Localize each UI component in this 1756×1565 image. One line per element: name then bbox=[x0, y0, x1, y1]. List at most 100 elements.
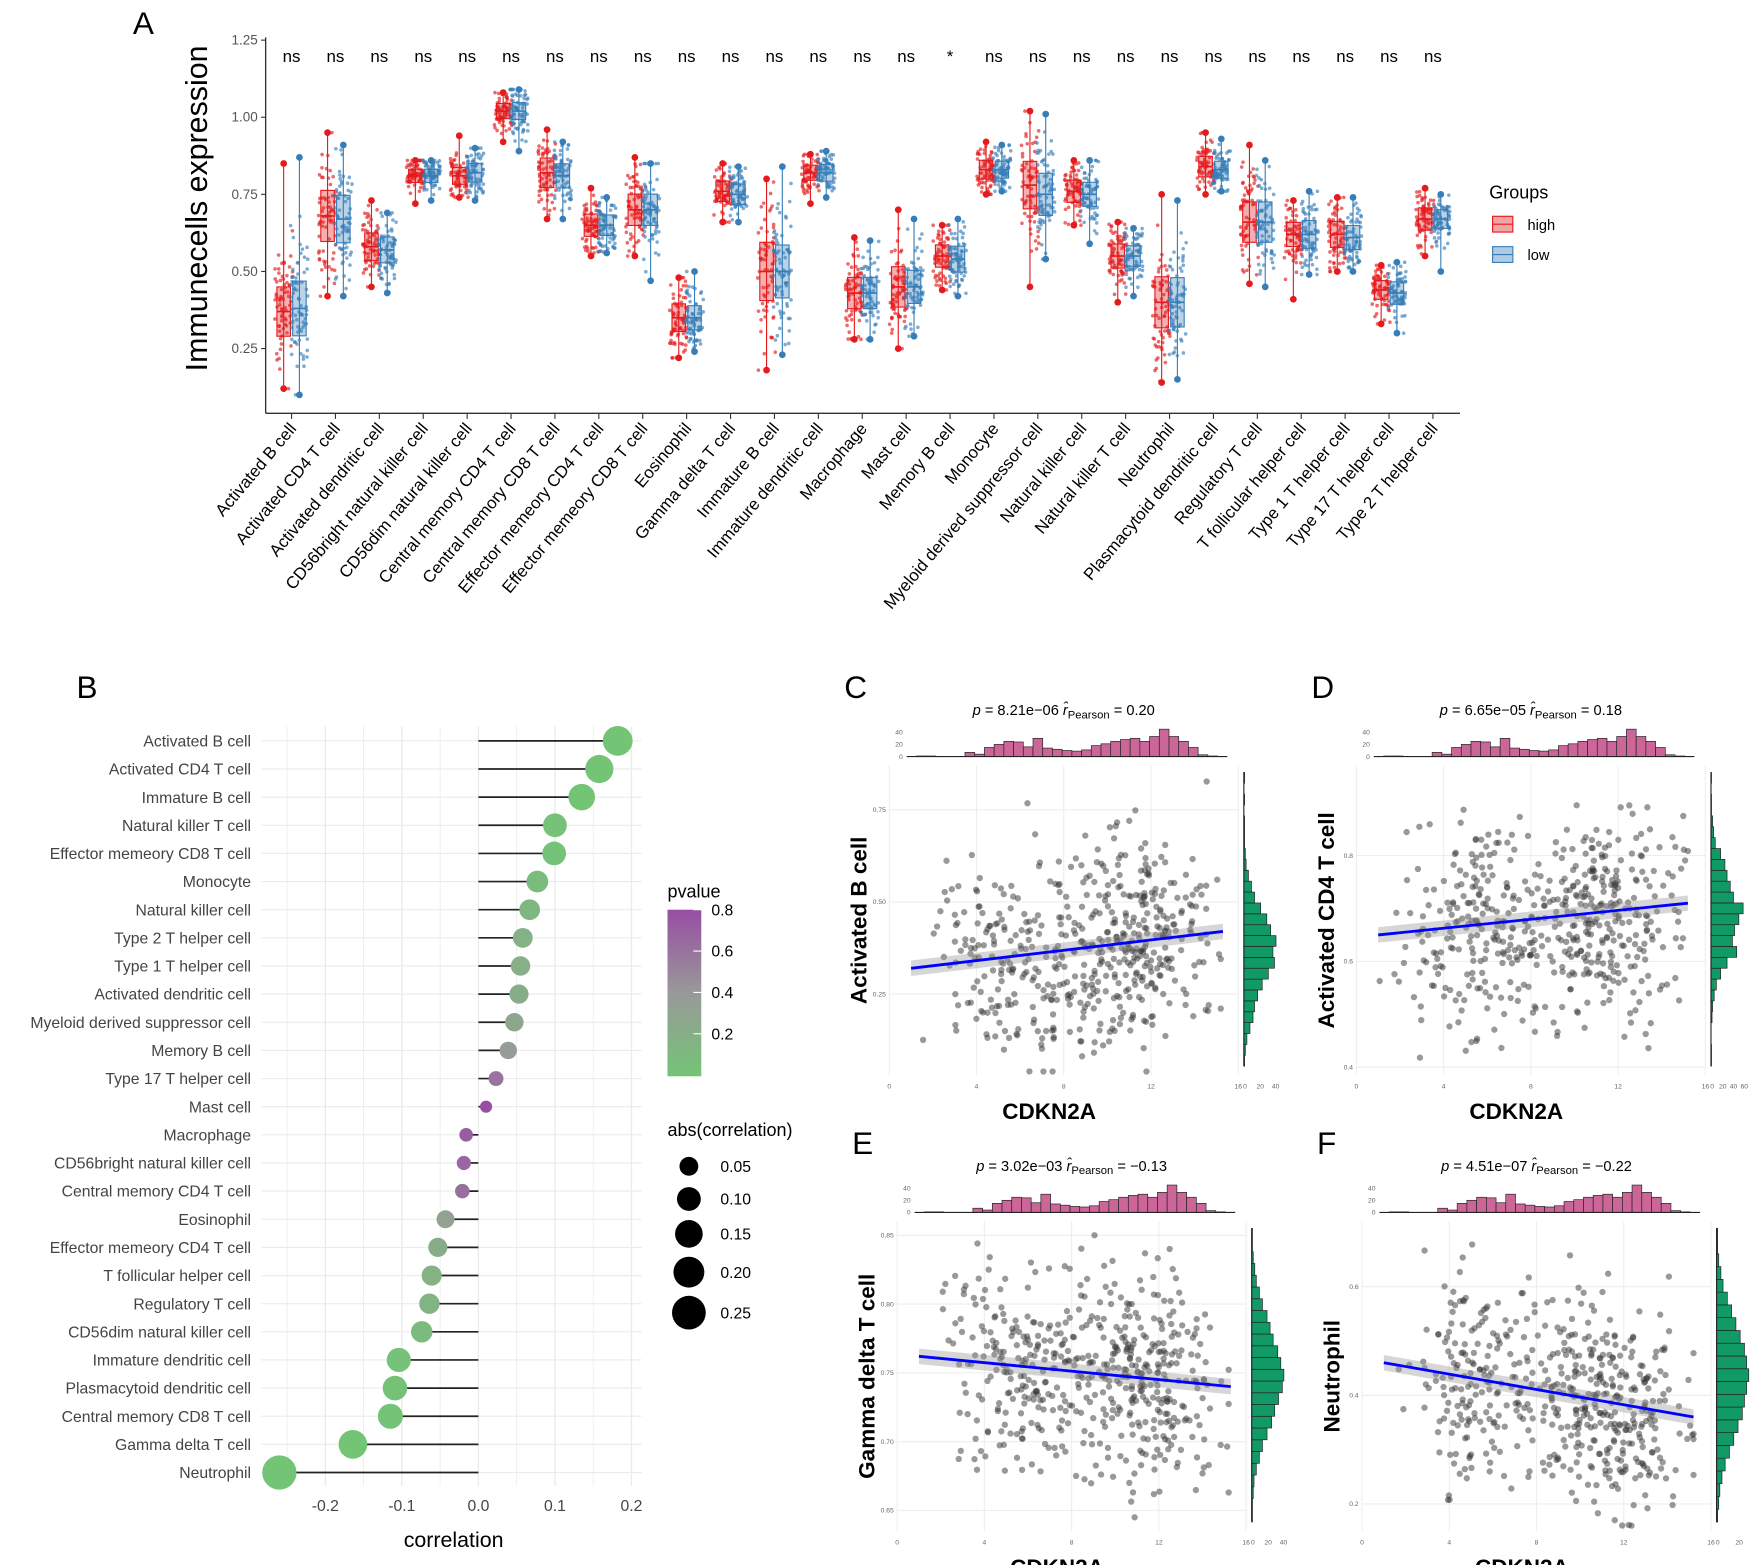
data-point bbox=[558, 148, 563, 153]
data-point bbox=[409, 178, 413, 182]
data-point bbox=[1123, 254, 1127, 258]
data-point bbox=[537, 144, 541, 148]
category-label: Macrophage bbox=[163, 1127, 251, 1144]
data-point bbox=[549, 192, 554, 197]
data-point bbox=[591, 202, 596, 206]
data-point bbox=[979, 909, 986, 917]
data-point bbox=[408, 191, 413, 196]
data-point bbox=[1284, 216, 1289, 220]
data-point bbox=[1102, 972, 1110, 979]
data-point bbox=[278, 303, 282, 307]
data-point bbox=[690, 319, 695, 324]
data-point bbox=[349, 250, 354, 254]
data-point bbox=[305, 294, 310, 298]
data-point bbox=[280, 313, 284, 318]
data-point bbox=[919, 1036, 927, 1044]
data-point bbox=[771, 273, 776, 278]
data-point bbox=[832, 171, 837, 175]
data-point bbox=[1167, 328, 1172, 333]
outlier-point bbox=[1261, 157, 1269, 164]
data-point bbox=[497, 120, 502, 125]
outlier-point bbox=[954, 292, 962, 300]
data-point bbox=[803, 164, 808, 169]
data-point bbox=[681, 295, 686, 300]
outlier-point bbox=[631, 252, 639, 260]
data-point bbox=[1067, 863, 1075, 871]
data-point bbox=[337, 169, 342, 174]
data-point bbox=[863, 287, 868, 292]
significance-label: ns bbox=[370, 47, 388, 66]
data-point bbox=[470, 159, 475, 164]
lollipop-point bbox=[499, 1041, 517, 1060]
significance-label: ns bbox=[897, 47, 915, 66]
data-point bbox=[821, 158, 826, 163]
data-point bbox=[894, 299, 899, 304]
data-point bbox=[1021, 910, 1028, 918]
right-hist-tick-label: 0 bbox=[1243, 1084, 1247, 1091]
data-point bbox=[1271, 192, 1276, 197]
data-point bbox=[1126, 993, 1133, 1001]
data-point bbox=[305, 337, 310, 341]
data-point bbox=[552, 206, 557, 211]
data-point bbox=[1065, 914, 1072, 921]
significance-label: ns bbox=[458, 47, 476, 66]
top-histogram-bar bbox=[1460, 744, 1472, 757]
outlier-point bbox=[1421, 184, 1429, 192]
category-label: Effector memeory CD8 T cell bbox=[50, 846, 251, 863]
data-point bbox=[949, 231, 954, 236]
x-tick-label: 16 bbox=[1234, 1084, 1242, 1091]
data-point bbox=[1116, 1020, 1124, 1028]
outlier-point bbox=[1070, 221, 1078, 229]
panel-letter-b: B bbox=[77, 669, 98, 705]
data-point bbox=[462, 169, 467, 173]
data-point bbox=[547, 159, 551, 164]
data-point bbox=[526, 129, 530, 133]
data-point bbox=[876, 315, 880, 320]
data-point bbox=[916, 256, 921, 261]
data-point bbox=[801, 159, 805, 164]
data-point bbox=[815, 174, 820, 179]
size-legend-circle bbox=[675, 1220, 703, 1248]
data-point bbox=[567, 206, 572, 211]
outlier-point bbox=[1158, 379, 1166, 386]
category-label: Immature B cell bbox=[142, 790, 251, 807]
data-point bbox=[1255, 167, 1259, 172]
data-point bbox=[1050, 983, 1057, 991]
data-point bbox=[1032, 211, 1037, 215]
data-point bbox=[511, 121, 516, 125]
data-point bbox=[1040, 987, 1047, 994]
top-histogram-bar bbox=[1100, 743, 1112, 757]
data-point bbox=[523, 92, 528, 97]
data-point bbox=[1329, 199, 1333, 203]
data-point bbox=[684, 283, 689, 288]
data-point bbox=[1078, 208, 1083, 213]
data-point bbox=[583, 248, 588, 252]
data-point bbox=[430, 164, 435, 168]
data-point bbox=[771, 222, 776, 227]
data-point bbox=[1203, 882, 1210, 889]
data-point bbox=[1110, 877, 1117, 885]
data-point bbox=[1124, 285, 1128, 290]
data-point bbox=[1094, 221, 1099, 225]
data-point bbox=[1002, 179, 1007, 184]
data-point bbox=[1284, 203, 1288, 207]
data-point bbox=[635, 204, 639, 209]
data-point bbox=[846, 262, 850, 266]
data-point bbox=[1166, 1000, 1173, 1007]
data-point bbox=[937, 229, 941, 233]
data-point bbox=[613, 241, 617, 246]
data-point bbox=[557, 188, 561, 192]
data-point bbox=[756, 309, 761, 313]
data-point bbox=[1142, 1018, 1150, 1025]
data-point bbox=[1128, 1016, 1135, 1023]
data-point bbox=[822, 167, 827, 172]
data-point bbox=[777, 257, 782, 262]
data-point bbox=[289, 344, 293, 348]
data-point bbox=[362, 211, 367, 216]
size-legend-label: 0.05 bbox=[720, 1159, 751, 1176]
data-point bbox=[954, 279, 958, 284]
data-point bbox=[591, 246, 596, 250]
data-point bbox=[1019, 143, 1024, 148]
outlier-point bbox=[543, 126, 551, 133]
data-point bbox=[1256, 262, 1261, 267]
